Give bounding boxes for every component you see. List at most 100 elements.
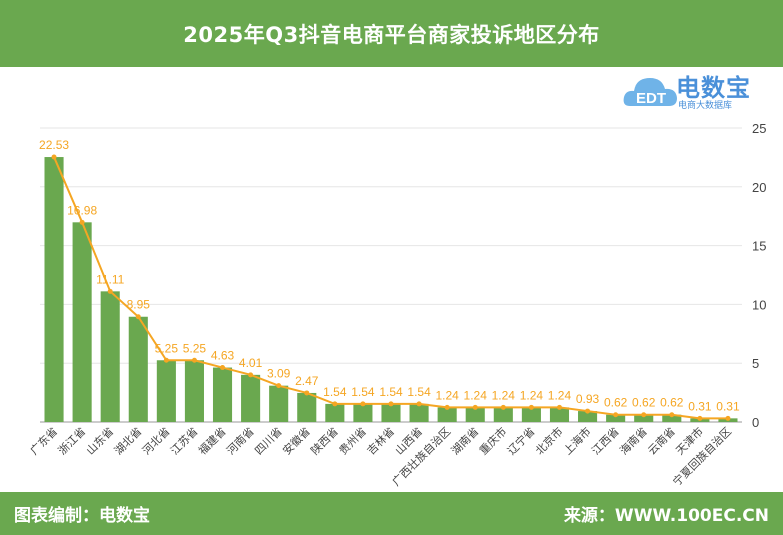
- chart-title: 2025年Q3抖音电商平台商家投诉地区分布: [183, 22, 600, 47]
- data-label: 16.98: [67, 203, 97, 217]
- bar: [241, 374, 261, 422]
- logo-sub: 电商大数据库: [678, 101, 733, 111]
- data-label: 1.54: [407, 385, 431, 399]
- chart-footer: 图表编制：电数宝 来源：WWW.100EC.CN: [0, 492, 783, 535]
- y-tick-label: 0: [752, 415, 759, 430]
- trend-point: [332, 401, 338, 407]
- trend-point: [248, 372, 254, 378]
- x-tick-label: 安徽省: [280, 424, 313, 457]
- bar: [184, 360, 204, 422]
- y-axis-ticks: 0 5 10 15 20 25: [752, 121, 766, 430]
- data-label: 1.24: [548, 388, 572, 402]
- bar: [72, 222, 92, 422]
- data-label: 0.62: [604, 396, 628, 410]
- data-label: 1.54: [323, 385, 347, 399]
- logo: EDT 电数宝 电商大数据库: [622, 66, 782, 116]
- bar: [493, 407, 513, 422]
- footer-credit: 图表编制：电数宝: [14, 506, 150, 526]
- trend-point: [669, 412, 675, 418]
- logo-mark: EDT: [636, 90, 666, 107]
- trend-point: [220, 365, 226, 371]
- bar: [212, 367, 233, 422]
- trend-point: [556, 404, 562, 410]
- bar: [578, 411, 598, 422]
- x-tick-label: 浙江省: [56, 425, 89, 458]
- x-tick-label: 河北省: [140, 425, 173, 458]
- bar: [297, 392, 317, 422]
- x-tick-label: 广东省: [28, 425, 61, 458]
- x-tick-label: 江苏省: [168, 425, 201, 458]
- x-tick-label: 辽宁省: [504, 424, 537, 457]
- chart-header: 2025年Q3抖音电商平台商家投诉地区分布: [0, 0, 783, 67]
- x-tick-label: 湖北省: [112, 425, 145, 458]
- x-tick-label: 河南省: [224, 425, 257, 458]
- trend-point: [388, 401, 394, 407]
- x-tick-label: 江西省: [589, 425, 622, 458]
- cloud-logo-icon: EDT: [623, 78, 677, 107]
- bar: [634, 414, 654, 422]
- x-tick-label: 重庆市: [476, 424, 509, 457]
- bar: [44, 157, 64, 422]
- trend-point: [360, 401, 366, 407]
- trend-point: [51, 154, 57, 160]
- x-tick-label: 湖南省: [449, 425, 482, 458]
- x-tick-label: 四川省: [252, 425, 285, 458]
- data-label: 1.24: [464, 388, 488, 402]
- trend-point: [500, 404, 506, 410]
- bar-chart: 0 5 10 15 20 25 22.53 16.98 11.118.95 5.25 5.25 4.…: [28, 121, 767, 489]
- bar: [662, 414, 682, 422]
- bars: [44, 157, 738, 422]
- trend-point: [416, 401, 422, 407]
- y-tick-label: 5: [752, 356, 759, 371]
- bar: [381, 403, 401, 422]
- data-label: 1.54: [351, 385, 375, 399]
- data-label: 1.24: [492, 388, 516, 402]
- trend-point: [697, 415, 703, 421]
- data-label: 4.01: [239, 356, 263, 370]
- trend-point: [304, 390, 310, 396]
- bar: [100, 291, 120, 422]
- data-label: 1.54: [379, 385, 403, 399]
- data-labels: 22.53 16.98 11.118.95 5.25 5.25 4.63 4.01 3.09 2…: [39, 138, 740, 413]
- bar: [606, 414, 626, 422]
- y-tick-label: 10: [752, 297, 766, 312]
- data-label: 4.63: [211, 349, 235, 363]
- trend-point: [79, 219, 85, 225]
- data-label: 22.53: [39, 138, 69, 152]
- bar: [156, 360, 176, 422]
- x-tick-label: 陕西省: [308, 424, 341, 457]
- data-label: 11.11: [96, 272, 125, 286]
- x-axis-ticks: 广东省浙江省山东省湖北省河北省江苏省福建省河南省四川省安徽省陕西省贵州省吉林省山…: [28, 424, 734, 488]
- trend-point: [725, 415, 731, 421]
- data-label: 1.24: [520, 388, 544, 402]
- bar: [409, 403, 429, 422]
- trend-point: [641, 412, 647, 418]
- bar: [437, 407, 457, 422]
- data-label: 8.95: [127, 298, 151, 312]
- y-tick-label: 20: [752, 180, 766, 195]
- data-label: 0.62: [632, 396, 656, 410]
- y-tick-label: 25: [752, 121, 766, 136]
- trend-point: [613, 412, 619, 418]
- trend-point: [444, 404, 450, 410]
- footer-source: 来源：WWW.100EC.CN: [563, 506, 769, 526]
- x-tick-label: 福建省: [195, 424, 228, 457]
- x-tick-label: 贵州省: [337, 425, 370, 458]
- trend-point: [276, 383, 282, 389]
- bar: [325, 403, 345, 422]
- bar: [269, 385, 289, 422]
- data-label: 5.25: [183, 341, 207, 355]
- bar: [353, 403, 373, 422]
- x-tick-label: 北京市: [532, 424, 565, 457]
- bar: [465, 407, 485, 422]
- data-label: 0.31: [716, 399, 740, 413]
- data-label: 2.47: [295, 374, 319, 388]
- trend-point: [163, 357, 169, 363]
- data-label: 0.62: [660, 396, 684, 410]
- trend-point: [107, 288, 113, 294]
- logo-brand: 电数宝: [676, 74, 751, 102]
- data-label: 0.93: [576, 392, 600, 406]
- bar: [128, 316, 148, 422]
- data-label: 0.31: [688, 399, 712, 413]
- trend-point: [585, 408, 591, 414]
